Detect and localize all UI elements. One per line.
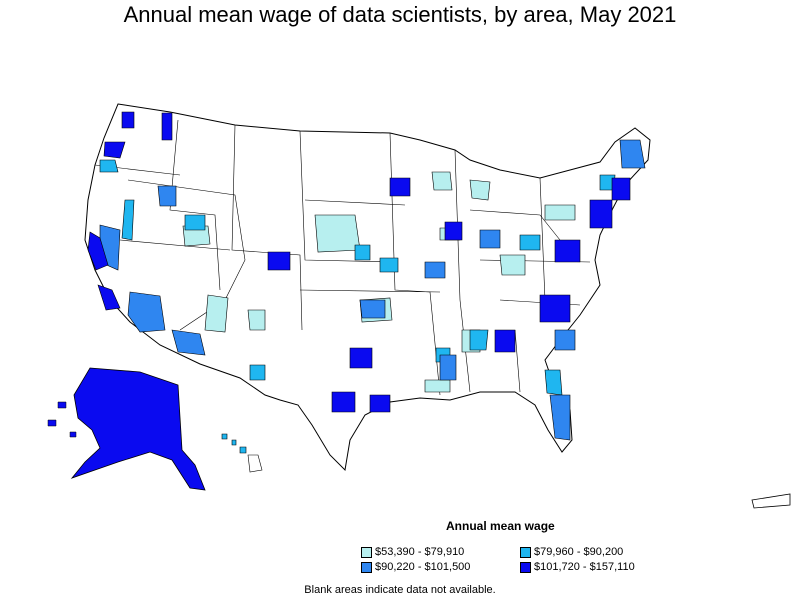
legend-item-tier1: $53,390 - $79,910 xyxy=(361,546,464,558)
hawaii-islands xyxy=(221,433,247,454)
legend-swatch-tier3 xyxy=(361,561,372,573)
footnote: Blank areas indicate data not available. xyxy=(304,584,496,596)
legend-swatch-tier2 xyxy=(520,546,531,558)
legend-item-tier3: $90,220 - $101,500 xyxy=(361,561,470,573)
legend-title: Annual mean wage xyxy=(446,519,555,533)
contiguous-us-outline xyxy=(84,103,651,472)
tier4-areas xyxy=(87,111,631,413)
tier2-areas xyxy=(99,159,616,396)
legend-label-tier1: $53,390 - $79,910 xyxy=(375,546,465,558)
legend-item-tier2: $79,960 - $90,200 xyxy=(520,546,623,558)
legend-label-tier3: $90,220 - $101,500 xyxy=(375,561,471,573)
alaska-islands xyxy=(47,401,77,438)
legend-label-tier4: $101,720 - $157,110 xyxy=(534,561,635,573)
legend-label-tier2: $79,960 - $90,200 xyxy=(534,546,624,558)
legend-item-tier4: $101,720 - $157,110 xyxy=(520,561,635,573)
map-title: Annual mean wage of data scientists, by … xyxy=(123,2,677,27)
tier3-areas xyxy=(99,139,646,441)
alaska-area xyxy=(70,367,206,491)
legend-swatch-tier1 xyxy=(361,546,372,558)
hawaii-big-island xyxy=(247,454,263,473)
legend-swatch-tier4 xyxy=(520,561,531,573)
puerto-rico xyxy=(751,493,791,509)
state-borders xyxy=(94,119,591,396)
